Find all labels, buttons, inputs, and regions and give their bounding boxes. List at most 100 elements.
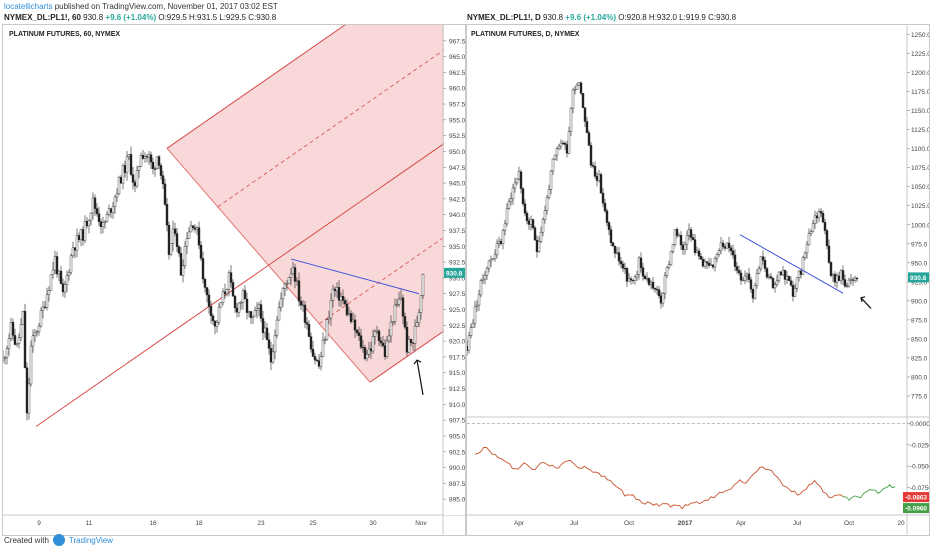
down-candle — [525, 213, 529, 222]
down-candle — [609, 229, 613, 243]
tradingview-brand[interactable]: TradingView — [68, 535, 113, 545]
right-chart[interactable]: 775.0 800.0 825.0 850.0 875.0 900.0 925.0 950.0… — [467, 25, 929, 535]
up-candle — [21, 310, 25, 325]
down-candle — [337, 287, 341, 301]
up-candle — [387, 335, 391, 342]
down-candle — [205, 287, 209, 296]
up-candle — [15, 343, 19, 345]
left-time-axis[interactable]: 9 11 16 18 23 25 30 Nov — [37, 520, 427, 527]
up-candle — [147, 154, 151, 158]
up-candle — [287, 277, 291, 284]
up-candle — [709, 264, 713, 266]
left-symbol[interactable]: NYMEX_DL:PL1!, 60 — [4, 13, 81, 22]
up-candle — [685, 235, 689, 245]
down-candle — [693, 239, 697, 253]
up-candle — [633, 276, 637, 281]
right-time-label: Oct — [624, 520, 634, 527]
pitchfork-fill — [167, 25, 465, 383]
down-candle — [619, 261, 623, 265]
down-candle — [345, 303, 349, 316]
up-candle — [767, 276, 771, 278]
left-chart-panel[interactable]: PLATINUM FUTURES, 60, NYMEX 895.0 897.5 90… — [2, 24, 466, 536]
right-price-axis[interactable]: 775.0 800.0 825.0 850.0 875.0 900.0 925.0 950.0… — [907, 32, 929, 400]
right-symbol[interactable]: NYMEX_DL:PL1!, D — [467, 13, 541, 22]
up-candle — [289, 273, 293, 278]
down-candle — [605, 210, 609, 223]
left-price-tick-label: 957.5 — [449, 102, 465, 109]
up-candle — [801, 257, 805, 275]
up-candle — [185, 238, 189, 247]
down-candle — [163, 183, 167, 205]
up-candle — [507, 201, 511, 209]
down-candle — [723, 246, 727, 249]
down-candle — [265, 327, 269, 340]
up-candle — [671, 244, 675, 252]
up-candle — [399, 297, 403, 300]
up-candle — [529, 219, 533, 225]
down-candle — [593, 166, 597, 177]
pitchfork-median-line — [35, 128, 465, 427]
arrow-annotation — [416, 359, 424, 395]
up-candle — [483, 275, 487, 280]
up-candle — [31, 335, 35, 347]
left-chart[interactable]: 895.0 897.5 900.0 902.5 905.0 907.5 910.0 912.5… — [3, 25, 465, 535]
up-candle — [753, 284, 757, 299]
right-time-label: Jul — [793, 520, 802, 527]
left-time-label: 16 — [149, 520, 157, 527]
up-candle — [695, 250, 699, 253]
up-candle — [325, 319, 329, 340]
up-candle — [785, 276, 789, 280]
oscillator-pane[interactable] — [467, 423, 907, 510]
right-annotations[interactable] — [739, 234, 872, 309]
down-candle — [623, 268, 627, 270]
up-candle — [47, 290, 51, 295]
down-candle — [737, 270, 741, 274]
down-candle — [689, 229, 693, 238]
down-candle — [749, 279, 753, 290]
pitchfork-drawing[interactable] — [35, 25, 465, 427]
down-candle — [651, 281, 655, 289]
down-candle — [655, 288, 659, 291]
left-price-axis[interactable]: 895.0 897.5 900.0 902.5 905.0 907.5 910.0 912.5… — [443, 38, 465, 504]
up-candle — [517, 171, 521, 180]
left-price-tick-label: 937.5 — [449, 228, 465, 235]
down-candle — [85, 221, 89, 227]
down-candle — [679, 235, 683, 246]
down-candle — [851, 279, 855, 281]
down-candle — [647, 278, 651, 285]
down-candle — [259, 304, 263, 319]
down-candle — [595, 176, 599, 181]
up-candle — [285, 283, 289, 285]
up-candle — [467, 335, 471, 351]
right-chart-panel[interactable]: PLATINUM FUTURES, D, NYMEX 775.0 800.0 825… — [466, 24, 930, 536]
oscillator-badge-red-text: -0.0863 — [905, 495, 927, 502]
up-candle — [5, 348, 9, 358]
up-candle — [37, 325, 41, 332]
right-time-axis[interactable]: Apr Jul Oct 2017 Apr Jul Oct 20 — [514, 520, 905, 527]
down-candle — [727, 242, 731, 248]
up-candle — [415, 322, 419, 327]
author-link[interactable]: locatellicharts — [4, 2, 53, 11]
down-candle — [231, 282, 235, 297]
left-price-tick-label: 952.5 — [449, 133, 465, 140]
down-candle — [349, 313, 353, 322]
down-candle — [223, 291, 227, 295]
up-candle — [407, 338, 411, 353]
down-candle — [361, 346, 365, 349]
down-candle — [611, 242, 615, 247]
right-chart-title: PLATINUM FUTURES, D, NYMEX — [471, 31, 580, 38]
oscillator-tick-label: -0.0250 — [910, 442, 929, 449]
down-candle — [833, 274, 837, 283]
up-candle — [143, 156, 147, 159]
oscillator-axis[interactable]: 0.0000-0.0250-0.0500-0.0750-0.1000-0.086… — [903, 421, 929, 513]
down-candle — [129, 154, 133, 175]
tradingview-logo-icon[interactable] — [52, 534, 65, 546]
left-price-tick-label: 905.0 — [449, 433, 465, 440]
down-candle — [819, 211, 823, 214]
right-price-tick-label: 1000.0 — [911, 222, 929, 229]
left-last-price-badge-text: 930.8 — [446, 270, 463, 277]
down-candle — [601, 192, 605, 204]
down-candle — [307, 324, 311, 337]
up-candle — [755, 273, 759, 286]
right-ohlc: O:920.8 H:932.0 L:919.9 C:930.8 — [618, 13, 737, 22]
